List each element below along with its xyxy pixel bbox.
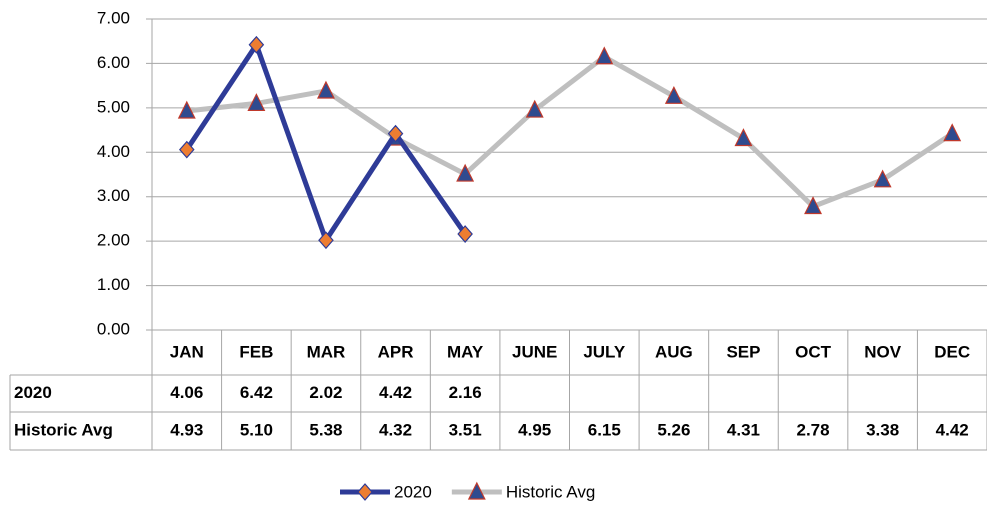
legend-label: 2020 [394, 482, 432, 501]
x-tick-label: OCT [795, 342, 832, 361]
legend-marker [467, 481, 486, 500]
marker [873, 169, 892, 188]
x-tick-label: FEB [239, 342, 273, 361]
table-value: 6.42 [240, 383, 273, 402]
y-tick-label: 6.00 [97, 53, 130, 72]
table-value: 2.02 [309, 383, 342, 402]
marker [457, 225, 473, 243]
y-tick-label: 5.00 [97, 97, 130, 116]
table-value: 4.42 [936, 420, 969, 439]
table-value: 5.10 [240, 420, 273, 439]
marker [387, 124, 404, 143]
x-tick-label: JULY [583, 342, 626, 361]
marker [178, 140, 195, 159]
x-tick-label: JUNE [512, 342, 557, 361]
marker [943, 123, 962, 142]
y-tick-label: 1.00 [97, 275, 130, 294]
y-tick-label: 4.00 [97, 142, 130, 161]
marker [318, 231, 334, 250]
x-tick-label: MAY [447, 342, 484, 361]
table-value: 4.32 [379, 420, 412, 439]
legend-label: Historic Avg [506, 482, 595, 501]
marker [177, 100, 196, 119]
y-tick-label: 7.00 [97, 8, 130, 27]
series-line [186, 54, 954, 209]
marker [247, 93, 266, 112]
legend-marker [357, 483, 373, 501]
table-row-label: Historic Avg [14, 420, 113, 439]
x-tick-label: DEC [934, 342, 970, 361]
table-value: 6.15 [588, 420, 621, 439]
marker [248, 35, 265, 54]
y-tick-label: 0.00 [97, 319, 130, 338]
table-value: 3.38 [866, 420, 899, 439]
table-value: 4.95 [518, 420, 551, 439]
table-value: 4.93 [170, 420, 203, 439]
x-tick-label: APR [378, 342, 414, 361]
table-value: 4.31 [727, 420, 760, 439]
x-tick-label: MAR [307, 342, 346, 361]
table-value: 2.78 [796, 420, 829, 439]
x-tick-label: JAN [170, 342, 204, 361]
table-value: 3.51 [449, 420, 482, 439]
x-tick-label: NOV [864, 342, 902, 361]
marker [804, 196, 823, 215]
series-line [184, 42, 468, 243]
y-tick-label: 2.00 [97, 231, 130, 250]
table-row-label: 2020 [14, 383, 52, 402]
marker [664, 85, 683, 104]
table-value: 4.06 [170, 383, 203, 402]
marker [734, 128, 753, 147]
marker [595, 46, 614, 65]
marker [316, 80, 335, 99]
legend-item: 2020 [340, 482, 432, 501]
table-value: 5.38 [309, 420, 342, 439]
x-tick-label: AUG [655, 342, 693, 361]
marker [456, 163, 475, 182]
y-tick-label: 3.00 [97, 186, 130, 205]
table-value: 5.26 [657, 420, 690, 439]
legend-item: Historic Avg [451, 481, 595, 501]
marker [525, 99, 544, 118]
table-value: 4.42 [379, 383, 412, 402]
x-tick-label: SEP [726, 342, 760, 361]
table-value: 2.16 [449, 383, 482, 402]
